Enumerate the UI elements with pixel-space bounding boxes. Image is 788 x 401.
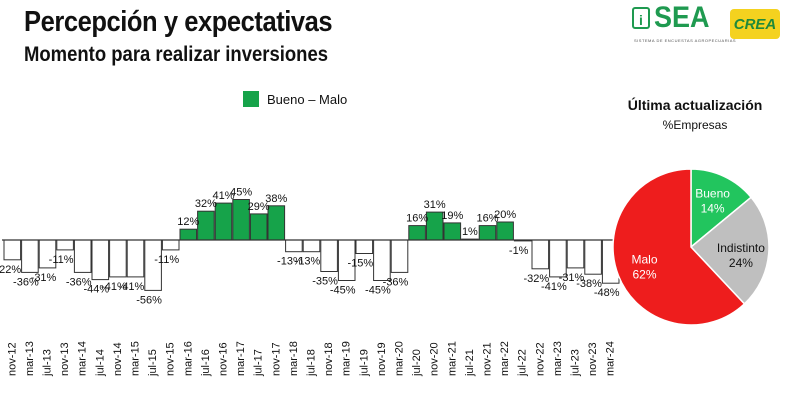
x-tick-mar-21: mar-21 — [446, 341, 458, 376]
data-label-mar-20: -36% — [383, 276, 409, 288]
data-label-mar-14: -36% — [66, 276, 92, 288]
page-subtitle: Momento para realizar inversiones — [24, 43, 329, 66]
page-title: Percepción y expectativas — [24, 6, 333, 38]
data-label-nov-19: -45% — [365, 285, 391, 297]
x-tick-nov-16: nov-16 — [218, 342, 230, 376]
x-tick-nov-21: nov-21 — [482, 342, 494, 376]
sea-logo: i SEA SISTEMA DE ENCUESTAS AGROPECUARIAS — [632, 1, 736, 45]
pie-label-indistinto: Indistinto — [717, 241, 765, 255]
data-label-jul-15: -56% — [136, 294, 162, 306]
x-tick-jul-13: jul-13 — [42, 349, 54, 377]
data-label-jul-16: 32% — [195, 198, 217, 210]
data-label-nov-21: 16% — [476, 213, 498, 225]
data-label-nov-16: 41% — [212, 190, 234, 202]
crea-logo-word: CREA — [733, 15, 777, 33]
data-label-mar-15: -41% — [119, 281, 145, 293]
x-tick-nov-13: nov-13 — [59, 342, 71, 376]
x-tick-nov-18: nov-18 — [323, 342, 335, 376]
x-tick-jul-20: jul-20 — [411, 349, 423, 377]
data-label-mar-21: 19% — [441, 210, 463, 222]
x-tick-nov-23: nov-23 — [587, 342, 599, 376]
x-tick-mar-20: mar-20 — [394, 341, 406, 376]
data-label-nov-12: -22% — [0, 264, 21, 276]
data-label-mar-24: -48% — [594, 287, 620, 299]
data-label-jul-17: 29% — [248, 201, 270, 213]
x-tick-jul-14: jul-14 — [94, 349, 106, 377]
info-icon: i — [632, 7, 650, 29]
x-tick-jul-22: jul-22 — [517, 349, 529, 377]
x-tick-mar-22: mar-22 — [499, 341, 511, 376]
legend-label: Bueno – Malo — [267, 91, 348, 107]
pie-slice-malo — [612, 168, 746, 326]
data-label-nov-17: 38% — [265, 193, 287, 205]
data-label-nov-20: 31% — [424, 199, 446, 211]
x-tick-nov-15: nov-15 — [165, 342, 177, 376]
crea-logo: CREA — [730, 9, 780, 39]
data-label-nov-18: -35% — [312, 276, 338, 288]
x-tick-mar-18: mar-18 — [288, 341, 300, 376]
pie-slice-bueno — [690, 168, 753, 249]
x-tick-mar-13: mar-13 — [24, 341, 36, 376]
legend-swatch — [243, 91, 259, 107]
pie-label-malo: Malo — [632, 252, 658, 266]
data-label-mar-19: -45% — [330, 285, 356, 297]
data-label-jul-21: 1% — [462, 226, 478, 238]
data-label-jul-18: -13% — [295, 256, 321, 268]
sea-logo-tagline: SISTEMA DE ENCUESTAS AGROPECUARIAS — [634, 38, 737, 43]
data-label-nov-14: -41% — [101, 281, 127, 293]
data-label-jul-14: -44% — [83, 284, 109, 296]
x-tick-nov-19: nov-19 — [376, 342, 388, 376]
pie-title: Última actualización — [627, 97, 763, 113]
x-tick-nov-12: nov-12 — [6, 342, 18, 376]
x-tick-mar-23: mar-23 — [552, 341, 564, 376]
pie-subtitle: %Empresas — [662, 118, 728, 132]
x-tick-jul-19: jul-19 — [358, 349, 370, 377]
pie-value-malo: 62% — [632, 267, 656, 281]
bar-chart: -22%-36%-31%-11%-36%-44%-41%-41%-56%-11%… — [0, 187, 620, 377]
x-tick-mar-14: mar-14 — [77, 341, 89, 376]
data-label-mar-13: -36% — [13, 276, 39, 288]
data-label-mar-22: 20% — [494, 209, 516, 221]
data-label-nov-22: -32% — [523, 273, 549, 285]
x-tick-mar-24: mar-24 — [605, 341, 617, 376]
data-label-mar-16: 12% — [177, 216, 199, 228]
x-tick-nov-22: nov-22 — [534, 342, 546, 376]
pie-slice-indistinto — [689, 196, 770, 305]
x-tick-nov-17: nov-17 — [270, 342, 282, 376]
data-label-jul-20: 16% — [406, 213, 428, 225]
data-label-jul-22: -1% — [509, 245, 529, 257]
x-tick-mar-16: mar-16 — [182, 341, 194, 376]
x-tick-mar-15: mar-15 — [130, 341, 142, 376]
data-label-mar-23: -41% — [541, 281, 567, 293]
x-tick-jul-23: jul-23 — [570, 349, 582, 377]
x-tick-jul-17: jul-17 — [253, 349, 265, 377]
x-tick-jul-16: jul-16 — [200, 349, 212, 377]
x-tick-nov-20: nov-20 — [429, 342, 441, 376]
pie-value-indistinto: 24% — [729, 256, 753, 270]
data-label-jul-13: -31% — [31, 272, 57, 284]
x-tick-jul-21: jul-21 — [464, 349, 476, 377]
x-tick-mar-17: mar-17 — [235, 341, 247, 376]
data-label-nov-13: -11% — [49, 254, 74, 266]
x-tick-jul-15: jul-15 — [147, 349, 159, 377]
x-tick-mar-19: mar-19 — [341, 341, 353, 376]
pie-label-bueno: Bueno — [695, 186, 730, 200]
data-label-jul-19: -15% — [347, 258, 373, 270]
data-label-nov-23: -38% — [576, 278, 602, 290]
data-label-nov-15: -11% — [154, 254, 179, 266]
data-label-jul-23: -31% — [559, 272, 585, 284]
x-tick-jul-18: jul-18 — [306, 349, 318, 377]
data-label-mar-18: -13% — [277, 256, 303, 268]
data-label-mar-17: 45% — [230, 187, 252, 199]
pie-value-bueno: 14% — [701, 201, 725, 215]
chart-legend: Bueno – Malo — [243, 91, 347, 107]
x-tick-nov-14: nov-14 — [112, 342, 124, 376]
sea-logo-word: SEA — [654, 1, 710, 34]
